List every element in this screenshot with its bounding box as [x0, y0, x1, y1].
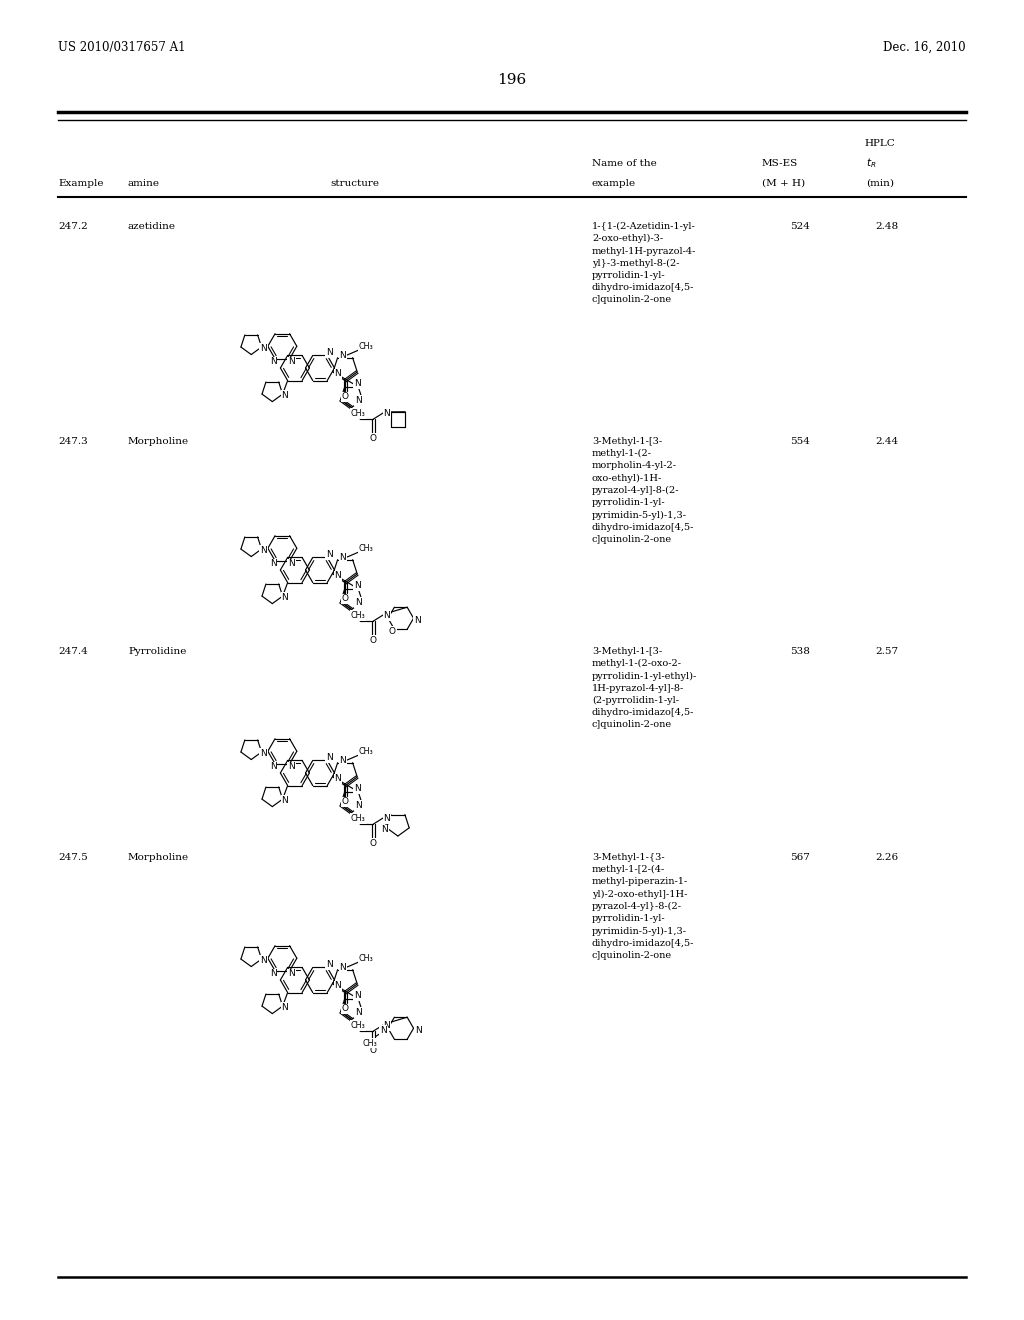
Text: Name of the: Name of the: [592, 158, 656, 168]
Text: N: N: [381, 825, 388, 834]
Text: 2.44: 2.44: [874, 437, 898, 446]
Text: N: N: [383, 611, 390, 620]
Text: (min): (min): [866, 178, 894, 187]
Text: N: N: [380, 1026, 386, 1035]
Text: O: O: [342, 594, 348, 603]
Text: 247.3: 247.3: [58, 437, 88, 446]
Text: Morpholine: Morpholine: [128, 437, 189, 446]
Text: CH₃: CH₃: [358, 544, 373, 553]
Text: CH₃: CH₃: [358, 954, 373, 964]
Text: CH₃: CH₃: [350, 814, 365, 824]
Text: O: O: [342, 392, 348, 401]
Text: 3-Methyl-1-[3-
methyl-1-(2-
morpholin-4-yl-2-
oxo-ethyl)-1H-
pyrazol-4-yl]-8-(2-: 3-Methyl-1-[3- methyl-1-(2- morpholin-4-…: [592, 437, 694, 544]
Text: 3-Methyl-1-[3-
methyl-1-(2-oxo-2-
pyrrolidin-1-yl-ethyl)-
1H-pyrazol-4-yl]-8-
(2: 3-Methyl-1-[3- methyl-1-(2-oxo-2- pyrrol…: [592, 647, 697, 730]
Text: N: N: [339, 553, 346, 562]
Text: N: N: [282, 391, 288, 400]
Text: Pyrrolidine: Pyrrolidine: [128, 647, 186, 656]
Text: amine: amine: [128, 178, 160, 187]
Text: CH₃: CH₃: [350, 611, 365, 620]
Text: example: example: [592, 178, 636, 187]
Text: $t_R$: $t_R$: [866, 156, 877, 170]
Text: N: N: [414, 615, 421, 624]
Text: N: N: [326, 960, 333, 969]
Text: N: N: [354, 581, 360, 590]
Text: N: N: [260, 748, 267, 758]
Text: 3-Methyl-1-{3-
methyl-1-[2-(4-
methyl-piperazin-1-
yl)-2-oxo-ethyl]-1H-
pyrazol-: 3-Methyl-1-{3- methyl-1-[2-(4- methyl-pi…: [592, 853, 694, 960]
Text: O: O: [342, 797, 348, 807]
Text: N: N: [326, 752, 333, 762]
Text: N: N: [383, 1022, 390, 1031]
Text: (M + H): (M + H): [762, 178, 805, 187]
Text: N: N: [282, 1003, 288, 1011]
Text: 247.5: 247.5: [58, 853, 88, 862]
Text: N: N: [260, 545, 267, 554]
Text: N: N: [339, 756, 346, 766]
Text: O: O: [370, 1047, 377, 1055]
Text: CH₃: CH₃: [350, 1022, 365, 1030]
Text: 554: 554: [790, 437, 810, 446]
Text: Example: Example: [58, 178, 103, 187]
Text: 247.2: 247.2: [58, 222, 88, 231]
Text: CH₃: CH₃: [358, 747, 373, 756]
Text: N: N: [335, 775, 341, 784]
Text: 247.4: 247.4: [58, 647, 88, 656]
Text: HPLC: HPLC: [864, 139, 895, 148]
Text: CH₃: CH₃: [358, 342, 373, 351]
Text: 2.57: 2.57: [874, 647, 898, 656]
Text: N: N: [288, 560, 295, 569]
Text: N: N: [354, 784, 360, 793]
Text: N: N: [355, 598, 361, 607]
Text: N: N: [269, 358, 276, 367]
Text: O: O: [370, 636, 377, 645]
Text: 524: 524: [790, 222, 810, 231]
Text: N: N: [354, 379, 360, 388]
Text: O: O: [389, 627, 396, 636]
Text: N: N: [288, 358, 295, 367]
Text: O: O: [370, 840, 377, 849]
Text: N: N: [269, 560, 276, 569]
Text: CH₃: CH₃: [350, 409, 365, 418]
Text: O: O: [370, 434, 377, 444]
Text: 1-{1-(2-Azetidin-1-yl-
2-oxo-ethyl)-3-
methyl-1H-pyrazol-4-
yl}-3-methyl-8-(2-
p: 1-{1-(2-Azetidin-1-yl- 2-oxo-ethyl)-3- m…: [592, 222, 696, 305]
Text: N: N: [260, 956, 267, 965]
Text: N: N: [288, 763, 295, 771]
Text: N: N: [339, 964, 346, 972]
Text: N: N: [282, 593, 288, 602]
Text: N: N: [355, 1008, 361, 1018]
Text: N: N: [335, 982, 341, 990]
Text: N: N: [339, 351, 346, 360]
Text: N: N: [335, 370, 341, 379]
Text: N: N: [260, 343, 267, 352]
Text: N: N: [326, 550, 333, 558]
Text: Morpholine: Morpholine: [128, 853, 189, 862]
Text: N: N: [355, 801, 361, 810]
Text: 567: 567: [790, 853, 810, 862]
Text: MS-ES: MS-ES: [762, 158, 799, 168]
Text: N: N: [383, 814, 390, 824]
Text: structure: structure: [330, 178, 379, 187]
Text: US 2010/0317657 A1: US 2010/0317657 A1: [58, 41, 185, 54]
Text: azetidine: azetidine: [128, 222, 176, 231]
Text: N: N: [354, 991, 360, 1001]
Text: N: N: [326, 348, 333, 356]
Text: CH₃: CH₃: [362, 1039, 378, 1048]
Text: N: N: [355, 396, 361, 405]
Text: N: N: [282, 796, 288, 805]
Text: 196: 196: [498, 73, 526, 87]
Text: N: N: [415, 1026, 422, 1035]
Text: 538: 538: [790, 647, 810, 656]
Text: N: N: [383, 409, 390, 418]
Text: N: N: [269, 969, 276, 978]
Text: 2.26: 2.26: [874, 853, 898, 862]
Text: 2.48: 2.48: [874, 222, 898, 231]
Text: N: N: [269, 763, 276, 771]
Text: N: N: [335, 572, 341, 581]
Text: Dec. 16, 2010: Dec. 16, 2010: [884, 41, 966, 54]
Text: N: N: [288, 969, 295, 978]
Text: O: O: [342, 1005, 348, 1014]
